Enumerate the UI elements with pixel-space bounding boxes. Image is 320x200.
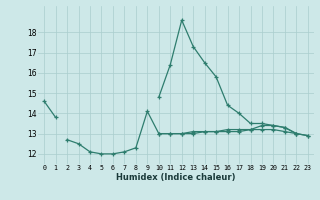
X-axis label: Humidex (Indice chaleur): Humidex (Indice chaleur) <box>116 173 236 182</box>
